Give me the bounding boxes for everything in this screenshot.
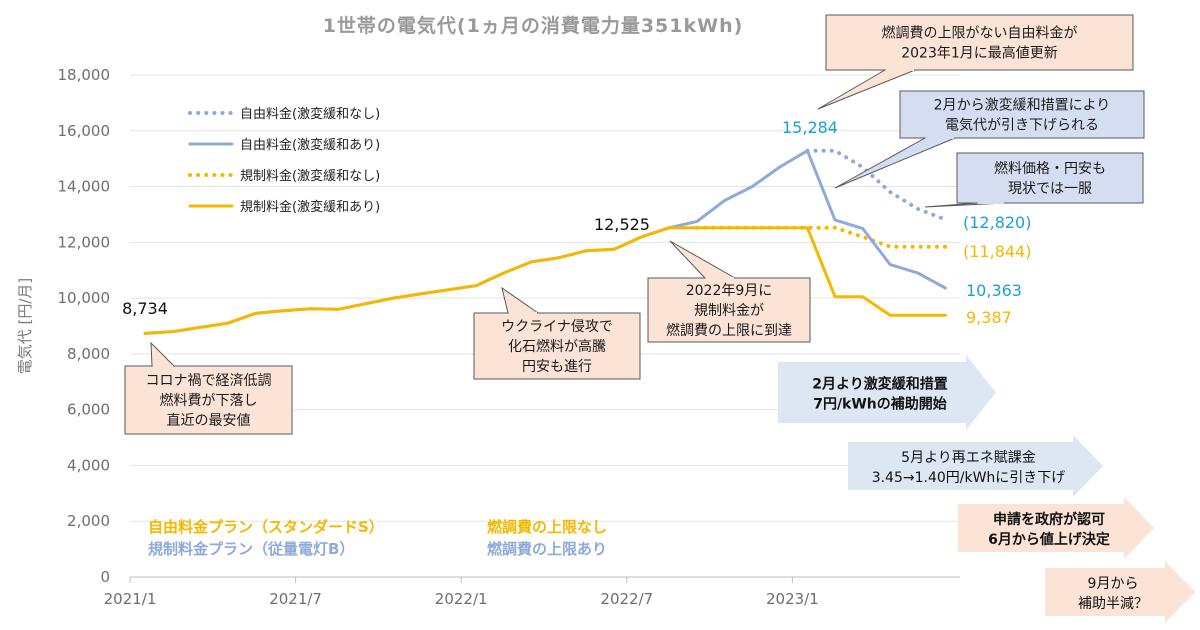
callout-text: 2月から激変緩和措置により — [934, 97, 1111, 114]
y-axis-label: 電気代 [円/月] — [16, 278, 34, 375]
y-tick-label: 0 — [100, 568, 110, 586]
series-line-3 — [143, 226, 947, 335]
callout-text: 2023年1月に最高値更新 — [901, 45, 1058, 62]
callout-text: 円安も進行 — [522, 359, 592, 375]
y-tick-label: 18,000 — [58, 66, 111, 84]
timeline-arrow-text: 2月より激変緩和措置 — [812, 376, 947, 393]
plan-note-left: 自由料金プラン（スタンダードS） — [148, 518, 384, 536]
callout-pointer — [817, 69, 916, 110]
data-label: 15,284 — [782, 118, 838, 137]
timeline-arrow-text: 3.45→1.40円/kWhに引き下げ — [872, 470, 1066, 486]
callout-text: 規制料金が — [694, 303, 764, 319]
callout-pointer — [834, 137, 956, 189]
data-label: 8,734 — [122, 299, 168, 318]
plan-note-right: 燃調費の上限あり — [487, 540, 607, 558]
callout-box — [825, 14, 1134, 71]
callout-text: 化石燃料が高騰 — [508, 338, 606, 355]
y-tick-label: 8,000 — [67, 345, 110, 363]
callout-text: 燃料価格・円安も — [994, 160, 1106, 177]
y-tick-label: 10,000 — [58, 289, 111, 307]
timeline-arrow-text: 5月より再エネ賦課金 — [901, 450, 1036, 466]
callout-box — [899, 90, 1145, 139]
callout-box — [473, 312, 641, 380]
callout-pointer — [501, 286, 539, 314]
timeline-arrow-text: 申請を政府が認可 — [993, 511, 1105, 528]
timeline-arrow — [848, 435, 1103, 497]
data-label: 12,525 — [594, 215, 650, 234]
data-label: 9,387 — [966, 308, 1012, 327]
callout-box — [647, 277, 811, 343]
callout-text: コロナ禍で経済低調 — [146, 373, 272, 389]
callout-text: 現状では一服 — [1008, 181, 1092, 197]
timeline-arrow-text: 9月から — [1088, 576, 1139, 592]
callout-text: 直近の最安値 — [167, 412, 251, 429]
y-tick-label: 14,000 — [58, 178, 111, 196]
callout-text: 燃調費の上限に到達 — [666, 322, 792, 339]
timeline-arrow-text: 補助半減？ — [1078, 595, 1148, 612]
series-group — [143, 148, 948, 335]
callout-text: 2022年9月に — [686, 283, 773, 299]
chart-title: 1世帯の電気代(1ヵ月の消費電力量351kWh) — [323, 14, 744, 37]
callout-pointer — [669, 240, 736, 279]
callout-box — [956, 152, 1144, 204]
legend-label: 規制料金(激変緩和なし) — [240, 168, 380, 184]
timeline-arrow-text: 6月から値上げ決定 — [988, 531, 1110, 548]
callout-text: 燃調費の上限がない自由料金が — [882, 25, 1078, 42]
series-line-2 — [695, 225, 948, 249]
timeline-arrow-text: 7円/kWhの補助開始 — [813, 396, 947, 413]
x-axis-ticks: 2021/1 2021/7 2022/1 2022/7 2023/1 — [104, 577, 819, 608]
legend-label: 自由料金(激変緩和あり) — [240, 137, 380, 153]
timeline-arrows: 2月より激変緩和措置 7円/kWhの補助開始 5月より再エネ賦課金 3.45→1.40… — [778, 355, 1195, 623]
x-tick-label: 2022/7 — [600, 590, 653, 608]
callout-text: 電気代が引き下げられる — [945, 118, 1099, 134]
x-tick-label: 2022/1 — [435, 590, 488, 608]
legend: 自由料金(激変緩和なし) 自由料金(激変緩和あり) 規制料金(激変緩和なし) 規制料金… — [188, 106, 380, 215]
callout-text: 燃料費が下落し — [160, 392, 258, 409]
data-label: (12,820) — [963, 213, 1031, 232]
timeline-arrow — [778, 355, 996, 430]
timeline-arrow — [958, 497, 1154, 559]
data-label: (11,844) — [963, 242, 1031, 261]
callout-text: ウクライナ侵攻で — [501, 318, 613, 335]
data-labels: 8,734 12,525 15,284 (12,820) (11,844) 10,363 9… — [122, 118, 1031, 327]
y-tick-label: 6,000 — [67, 401, 110, 419]
x-tick-label: 2021/1 — [104, 590, 157, 608]
callout-box — [124, 365, 293, 435]
y-axis-ticks: 0 2,000 4,000 6,000 8,000 10,000 12,000 14,000 1… — [58, 66, 111, 586]
legend-label: 規制料金(激変緩和あり) — [240, 199, 380, 215]
y-tick-label: 12,000 — [58, 233, 111, 251]
plan-note-right: 燃調費の上限なし — [487, 518, 607, 536]
x-tick-label: 2023/1 — [766, 590, 819, 608]
timeline-arrow — [1045, 561, 1195, 623]
legend-label: 自由料金(激変緩和なし) — [240, 106, 380, 122]
x-tick-label: 2021/7 — [269, 590, 322, 608]
y-tick-label: 4,000 — [67, 456, 110, 474]
y-tick-label: 16,000 — [58, 122, 111, 140]
y-tick-label: 2,000 — [67, 512, 110, 530]
plan-note-left: 規制料金プラン（従量電灯B） — [148, 540, 354, 558]
callout-pointer — [150, 341, 175, 367]
data-label: 10,363 — [966, 281, 1022, 300]
series-line-0 — [805, 148, 948, 222]
